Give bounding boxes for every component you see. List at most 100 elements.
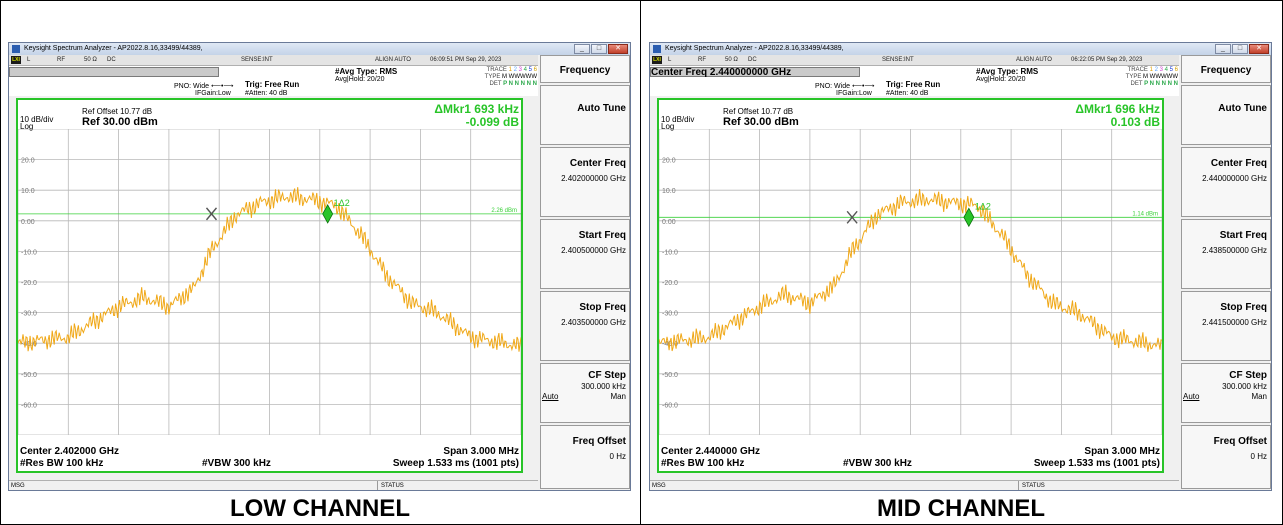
msg-label: MSG [652,483,666,489]
cf-step-button[interactable]: CF Step 300.000 kHz Auto Man [540,363,630,423]
maximize-icon[interactable]: □ [1232,44,1248,54]
spectrum-plot[interactable]: 20.0 10.0 0.00 -10.0 -20.0 -30.0 -40.0 -50.0 -60… [18,129,521,435]
delta-marker [322,204,334,224]
window-titlebar: Keysight Spectrum Analyzer - AP2022.8.16… [9,43,630,55]
spectrum-plot[interactable]: 20.0 10.0 0.00 -10.0 -20.0 -30.0 -40.0 -50.0 -60… [659,129,1162,435]
y-tick-label: -10.0 [21,249,37,256]
atten-setting: #Atten: 40 dB [245,90,288,97]
log-scale-label: Log [661,122,675,131]
spectrum-trace [18,187,521,352]
trigger-setting: Trig: Free Run [886,80,941,89]
close-icon[interactable]: ✕ [608,44,628,54]
instrument-info-row: Center Freq 2.440000000 GHz PNO: Wide ⟵•… [650,66,1179,97]
minimize-icon[interactable]: _ [1215,44,1231,54]
ifgain-setting: IFGain:Low [836,90,872,97]
window-title: Keysight Spectrum Analyzer - AP2022.8.16… [24,45,203,52]
trace-indicator: TRACE 1 2 3 4 5 6 TYPE M WWWWW DET P N N… [484,67,537,87]
window-titlebar: Keysight Spectrum Analyzer - AP2022.8.16… [650,43,1271,55]
channel-caption: LOW CHANNEL [230,495,410,522]
sweep: Sweep 1.533 ms (1001 pts) [1033,458,1160,469]
status-label: STATUS [1018,481,1045,490]
center-frequency: Center 2.402000 GHz [20,446,119,457]
delta-marker-amplitude: -0.099 dB [465,115,519,129]
ref-level: Ref 30.00 dBm [82,116,158,128]
softkey-menu-title: Frequency [1181,55,1271,83]
sweep: Sweep 1.533 ms (1001 pts) [392,458,519,469]
y-tick-label: -50.0 [662,372,678,379]
auto-tune-button[interactable]: Auto Tune [540,85,630,145]
msg-label: MSG [11,483,25,489]
log-scale-label: Log [20,122,34,131]
close-icon[interactable]: ✕ [1249,44,1269,54]
minimize-icon[interactable]: _ [574,44,590,54]
y-tick-label: -20.0 [21,280,37,287]
status-coupling: DC [107,57,116,63]
channel-caption: MID CHANNEL [877,495,1045,522]
status-align: ALIGN AUTO [375,57,411,63]
delta-marker-freq: ΔMkr1 696 kHz [1075,102,1160,116]
ref-offset: Ref Offset 10.77 dB [723,107,794,116]
reference-marker-stroke [205,207,218,221]
auto-tune-button[interactable]: Auto Tune [1181,85,1271,145]
status-sense: SENSE:INT [241,57,273,63]
reference-marker [205,207,218,221]
center-freq-button[interactable]: Center Freq 2.440000000 GHz [1181,147,1271,217]
display-line-label: 1.14 dBm [1132,211,1158,217]
reference-marker [846,210,858,224]
y-tick-label: -20.0 [662,280,678,287]
reference-marker-stroke [846,210,858,224]
cf-step-man-option[interactable]: Man [1251,392,1267,401]
avg-hold: Avg|Hold: 20/20 [976,76,1026,83]
freq-offset-button[interactable]: Freq Offset 0 Hz [540,425,630,489]
status-timestamp: 06:22:05 PM Sep 29, 2023 [1071,57,1143,63]
vbw: #VBW 300 kHz [202,458,271,469]
status-impedance: 50 Ω [84,57,97,63]
app-icon [653,45,661,53]
ifgain-setting: IFGain:Low [195,90,231,97]
status-mode: L [668,57,672,63]
trace-indicator: TRACE 1 2 3 4 5 6 TYPE M WWWWW DET P N N… [1125,67,1178,87]
scale-per-div: 10 dB/div [661,115,695,124]
status-impedance: 50 Ω [725,57,738,63]
y-tick-label: 20.0 [21,158,35,165]
spectrum-display: 10 dB/div Log Ref Offset 10.77 dB Ref 30… [16,98,523,473]
avg-type: #Avg Type: RMS [976,67,1039,76]
y-tick-label: -60.0 [662,402,678,409]
delta-marker-label: 1Δ2 [975,201,991,211]
cf-step-auto-option[interactable]: Auto [542,392,559,401]
status-mode: L [27,57,31,63]
stop-freq-button[interactable]: Stop Freq 2.441500000 GHz [1181,291,1271,361]
cf-step-man-option[interactable]: Man [610,392,626,401]
delta-marker-amplitude: 0.103 dB [1110,115,1160,129]
res-bw: #Res BW 100 kHz [661,458,745,469]
y-tick-label: 20.0 [662,158,676,165]
status-label: STATUS [377,481,404,490]
panel-divider [640,0,641,525]
cf-step-button[interactable]: CF Step 300.000 kHz Auto Man [1181,363,1271,423]
y-tick-label: 10.0 [662,188,676,195]
display-line-label: 2.26 dBm [491,208,517,214]
center-freq-button[interactable]: Center Freq 2.402000000 GHz [540,147,630,217]
arrow-icon: ⟵•⟶ [210,83,234,90]
ref-offset: Ref Offset 10.77 dB [82,107,153,116]
center-freq-entry-bar[interactable] [9,67,219,77]
cf-step-auto-option[interactable]: Auto [1183,392,1200,401]
status-coupling: DC [748,57,757,63]
start-freq-button[interactable]: Start Freq 2.400500000 GHz [540,219,630,289]
delta-marker-freq: ΔMkr1 693 kHz [434,102,519,116]
start-freq-button[interactable]: Start Freq 2.438500000 GHz [1181,219,1271,289]
maximize-icon[interactable]: □ [591,44,607,54]
status-timestamp: 06:09:51 PM Sep 29, 2023 [430,57,502,63]
stop-freq-button[interactable]: Stop Freq 2.403500000 GHz [540,291,630,361]
y-tick-label: -50.0 [21,372,37,379]
avg-type: #Avg Type: RMS [335,67,398,76]
center-freq-entry-bar[interactable]: Center Freq 2.440000000 GHz [650,67,860,78]
span: Span 3.000 MHz [1084,446,1160,457]
freq-offset-button[interactable]: Freq Offset 0 Hz [1181,425,1271,489]
status-sense: SENSE:INT [882,57,914,63]
status-align: ALIGN AUTO [1016,57,1052,63]
app-icon [12,45,20,53]
y-tick-label: -60.0 [21,402,37,409]
instrument-status-row: LXI L RF 50 Ω DC SENSE:INT ALIGN AUTO 06… [650,55,1179,66]
avg-hold: Avg|Hold: 20/20 [335,76,385,83]
